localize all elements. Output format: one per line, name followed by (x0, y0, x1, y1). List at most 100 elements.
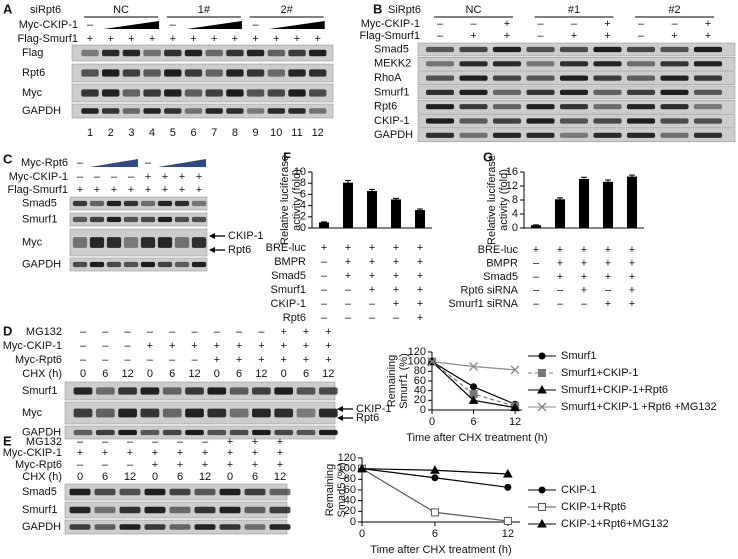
blot-row-label: Myc (22, 407, 43, 419)
band (626, 46, 656, 53)
condition-sign: + (345, 270, 351, 282)
band (95, 408, 115, 418)
condition-sign: – (152, 436, 159, 448)
lane-number: 9 (253, 127, 259, 139)
band (226, 108, 244, 114)
band (140, 261, 156, 268)
data-point (504, 483, 512, 491)
y-tick-label: 80 (414, 365, 426, 377)
band (185, 429, 204, 436)
band (157, 216, 173, 223)
y-tick-label: 12 (506, 180, 518, 192)
band (122, 49, 141, 57)
condition-sign: 6 (169, 368, 175, 380)
band (246, 49, 265, 57)
band (593, 61, 622, 67)
band (593, 75, 622, 81)
error-bar (605, 179, 611, 184)
condition-sign: – (125, 340, 132, 352)
band (425, 132, 455, 138)
band (143, 89, 161, 97)
band (526, 89, 555, 95)
band (219, 506, 241, 514)
condition-label: Myc-CKIP-1 (19, 19, 78, 31)
band (660, 118, 689, 124)
condition-sign: – (102, 459, 109, 471)
band (205, 49, 223, 57)
blot-row-label: Myc (22, 87, 43, 99)
condition-sign: + (258, 354, 264, 366)
condition-label: BMPR (274, 256, 306, 268)
band (119, 506, 141, 514)
condition-sign: + (393, 270, 399, 282)
band (526, 132, 555, 138)
condition-label: BRE-luc (478, 244, 519, 256)
band (593, 118, 622, 124)
condition-label: MG132 (26, 326, 62, 338)
condition-sign: + (280, 326, 286, 338)
condition-sign: + (533, 244, 539, 256)
band (559, 75, 589, 81)
condition-sign: + (236, 354, 242, 366)
blot-row-label: Smad5 (22, 486, 57, 498)
condition-sign: + (393, 284, 399, 296)
condition-sign: + (705, 30, 711, 42)
condition-sign: – (321, 298, 328, 310)
band (207, 429, 227, 436)
y-axis-label: activity (fold) (291, 169, 303, 231)
band (194, 524, 216, 530)
band (660, 104, 689, 110)
blot-strip (69, 196, 208, 211)
band (309, 69, 327, 77)
condition-sign: + (393, 256, 399, 268)
condition-sign: – (369, 312, 376, 324)
bar (579, 179, 589, 228)
band (162, 408, 182, 418)
y-tick-label: 120 (408, 346, 426, 358)
data-point (427, 357, 437, 367)
condition-sign: – (169, 354, 176, 366)
condition-sign: + (393, 298, 399, 310)
band (143, 69, 161, 77)
band (309, 49, 327, 57)
condition-sign: – (321, 312, 328, 324)
condition-sign: + (557, 244, 563, 256)
condition-sign: + (236, 340, 242, 352)
condition-sign: + (605, 271, 611, 283)
band (174, 200, 190, 207)
lane-number: 4 (149, 127, 155, 139)
band (526, 61, 555, 67)
condition-sign: – (393, 312, 400, 324)
blot-row-label: RhoA (374, 72, 402, 84)
condition-sign: – (236, 326, 243, 338)
band (288, 89, 306, 97)
panel-label: G (483, 149, 493, 164)
condition-sign: – (345, 284, 352, 296)
condition-sign: – (191, 326, 198, 338)
ramp-triangle (158, 159, 206, 167)
band (626, 104, 656, 110)
band (94, 524, 116, 530)
group-label: #1 (568, 4, 580, 16)
ramp-triangle (269, 21, 325, 29)
band (226, 49, 244, 57)
y-tick-label: 0 (350, 516, 356, 528)
condition-label: Myc-Rpt6 (15, 459, 62, 471)
condition-sign: – (102, 340, 109, 352)
band (106, 237, 122, 248)
band (246, 89, 265, 97)
blot-strip (69, 257, 208, 272)
error-bar (369, 188, 375, 193)
band (252, 408, 271, 418)
band (119, 488, 141, 496)
blot-row-label: MEKK2 (374, 58, 411, 70)
condition-sign: + (325, 354, 331, 366)
band (69, 506, 91, 514)
band (593, 104, 622, 110)
condition-sign: 12 (322, 368, 334, 380)
band (267, 89, 285, 97)
condition-sign: 0 (152, 471, 158, 483)
y-tick-label: 100 (338, 463, 356, 475)
band (143, 49, 161, 57)
band (526, 104, 555, 110)
